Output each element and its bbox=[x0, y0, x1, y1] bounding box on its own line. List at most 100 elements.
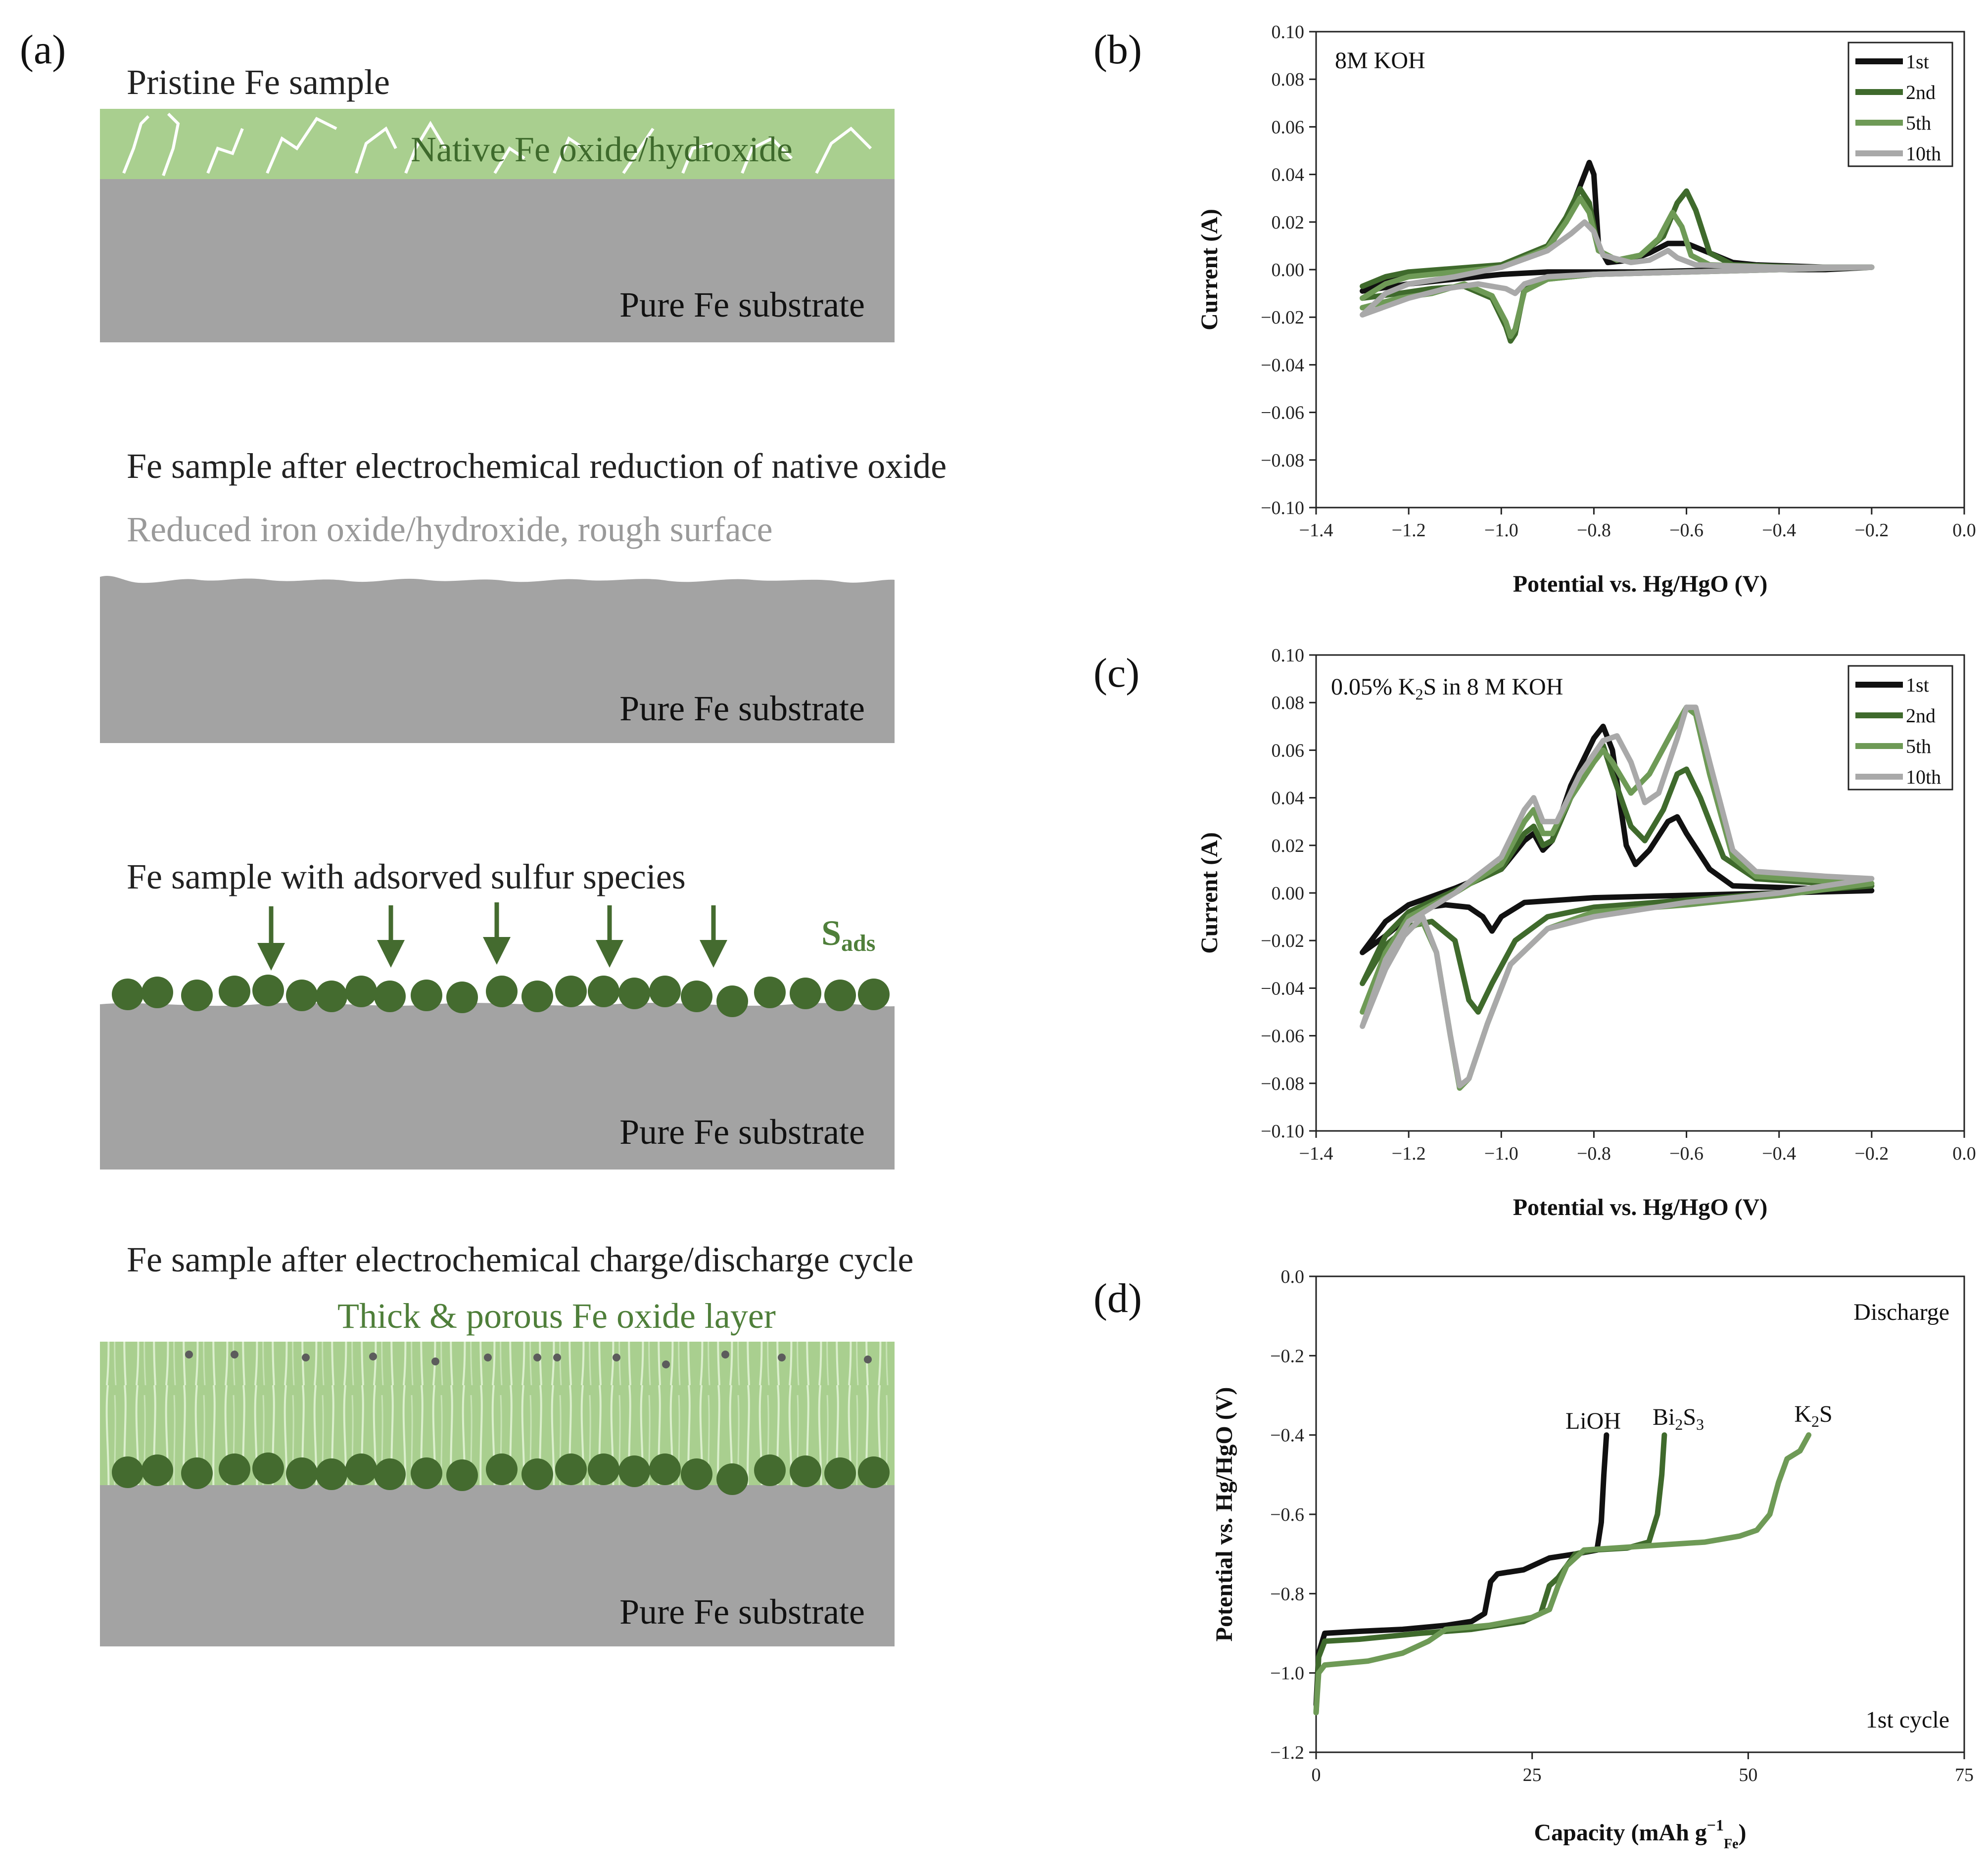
y-tick-label: 0.04 bbox=[1272, 165, 1305, 186]
x-tick-label: 50 bbox=[1739, 1765, 1757, 1785]
chart-b-ticks: −1.4 −1.2 −1.0 −0.8 −0.6 −0.4 −0.2 0.0 0.10 0.08 0… bbox=[1261, 22, 1976, 541]
sulfur-sphere bbox=[286, 1457, 318, 1489]
sulfur-sphere bbox=[181, 1457, 213, 1489]
sulfur-sphere bbox=[681, 981, 712, 1012]
y-tick-label: 0.06 bbox=[1272, 740, 1305, 761]
legend-label-1st: 1st bbox=[1906, 50, 1929, 73]
stage-3-substrate bbox=[100, 1003, 895, 1170]
chart-d-annotation-cycle: 1st cycle bbox=[1866, 1707, 1949, 1733]
sulfur-sphere bbox=[618, 978, 650, 1009]
y-tick-label: −0.10 bbox=[1261, 1121, 1304, 1142]
sulfur-sphere bbox=[142, 977, 173, 1008]
sulfur-sphere bbox=[219, 976, 250, 1007]
y-tick-label: 0.00 bbox=[1272, 260, 1305, 281]
chart-b-xlabel: Potential vs. Hg/HgO (V) bbox=[1513, 571, 1768, 597]
chart-c-series bbox=[1360, 704, 1875, 1091]
y-tick-label: −0.04 bbox=[1261, 355, 1304, 375]
x-tick-label: 0 bbox=[1312, 1765, 1321, 1785]
chart-d-series bbox=[1313, 1432, 1812, 1716]
chart-b-legend: 1st 2nd 5th 10th bbox=[1847, 42, 1953, 167]
y-tick-label: −1.0 bbox=[1270, 1663, 1304, 1684]
chart-d-xlabel: Capacity (mAh g−1Fe) bbox=[1534, 1816, 1746, 1852]
sulfur-sphere bbox=[345, 1453, 377, 1485]
x-tick-label: −1.4 bbox=[1299, 1143, 1333, 1164]
y-tick-label: −0.08 bbox=[1261, 450, 1304, 471]
stage-1-crack-lines bbox=[122, 112, 872, 177]
sulfur-sphere bbox=[486, 976, 518, 1007]
stage-4-caption: Fe sample after electrochemical charge/d… bbox=[127, 1240, 914, 1279]
legend-label-1st: 1st bbox=[1906, 674, 1929, 696]
sulfur-sphere bbox=[112, 979, 143, 1010]
stage-4-layer-label: Thick & porous Fe oxide layer bbox=[337, 1296, 776, 1336]
sulfur-sphere bbox=[649, 976, 681, 1007]
chart-c-ylabel: Current (A) bbox=[1196, 832, 1223, 954]
sulfur-sphere bbox=[716, 985, 748, 1017]
y-tick-label: −1.2 bbox=[1270, 1742, 1304, 1763]
x-tick-label: 0.0 bbox=[1952, 520, 1976, 541]
y-tick-label: −0.8 bbox=[1270, 1584, 1304, 1604]
legend-label-5th: 5th bbox=[1906, 112, 1931, 134]
sulfur-sphere bbox=[681, 1458, 712, 1490]
stage-4-pore-dots bbox=[185, 1351, 872, 1368]
stage-3-adsorption-arrows bbox=[257, 902, 727, 971]
y-tick-label: 0.02 bbox=[1272, 836, 1305, 856]
series-line-10th bbox=[1360, 704, 1875, 1089]
x-tick-label: −0.8 bbox=[1577, 520, 1611, 541]
panel-d-label: (d) bbox=[1093, 1275, 1142, 1321]
sulfur-sphere bbox=[521, 981, 553, 1012]
stage-2-substrate-label: Pure Fe substrate bbox=[619, 689, 865, 728]
chart-b-ylabel: Current (A) bbox=[1196, 209, 1223, 330]
sulfur-sphere bbox=[824, 1457, 856, 1489]
stage-4-sulfur-spheres bbox=[112, 1452, 890, 1495]
y-tick-label: −0.04 bbox=[1261, 978, 1304, 999]
panel-b-label: (b) bbox=[1093, 27, 1142, 73]
sulfur-sphere bbox=[588, 976, 619, 1007]
y-tick-label: −0.08 bbox=[1261, 1074, 1304, 1094]
y-tick-label: 0.04 bbox=[1272, 788, 1305, 809]
stage-4-substrate-label: Pure Fe substrate bbox=[619, 1592, 865, 1632]
legend-label-10th: 10th bbox=[1906, 766, 1941, 788]
x-tick-label: 75 bbox=[1955, 1765, 1974, 1785]
y-tick-label: −0.10 bbox=[1261, 498, 1304, 518]
stage-3-sulfur-spheres bbox=[112, 975, 890, 1017]
stage-2-rough-substrate bbox=[100, 575, 895, 743]
y-tick-label: 0.08 bbox=[1272, 69, 1305, 90]
y-tick-label: 0.10 bbox=[1272, 22, 1305, 43]
sulfur-sphere bbox=[486, 1453, 518, 1485]
sulfur-sphere bbox=[252, 975, 284, 1006]
sulfur-sphere bbox=[858, 979, 890, 1010]
sulfur-sphere bbox=[112, 1456, 143, 1488]
stage-3-caption: Fe sample with adsorved sulfur species bbox=[127, 857, 686, 896]
x-tick-label: −1.2 bbox=[1392, 1143, 1426, 1164]
y-tick-label: −0.06 bbox=[1261, 1026, 1304, 1047]
y-tick-label: 0.0 bbox=[1281, 1266, 1305, 1287]
sulfur-sphere bbox=[858, 1456, 890, 1488]
x-tick-label: −1.0 bbox=[1484, 1143, 1518, 1164]
arrow-down-icon bbox=[483, 902, 511, 965]
chart-c-xlabel: Potential vs. Hg/HgO (V) bbox=[1513, 1194, 1768, 1220]
legend-label-2nd: 2nd bbox=[1906, 704, 1936, 727]
x-tick-label: −0.6 bbox=[1669, 1143, 1704, 1164]
sulfur-sphere bbox=[181, 980, 213, 1011]
y-tick-label: −0.2 bbox=[1270, 1346, 1304, 1366]
panel-a-schematic: (a) Pristine Fe sample Native Fe oxide/h… bbox=[20, 27, 947, 1646]
y-tick-label: −0.4 bbox=[1270, 1425, 1304, 1446]
y-tick-label: 0.02 bbox=[1272, 212, 1305, 233]
arrow-down-icon bbox=[700, 905, 727, 968]
sulfur-sphere bbox=[252, 1452, 284, 1484]
sulfur-sphere bbox=[374, 981, 406, 1012]
x-tick-label: −0.4 bbox=[1762, 520, 1796, 541]
sulfur-sphere bbox=[754, 1454, 786, 1486]
series-line-k2s bbox=[1313, 1432, 1812, 1716]
stage-4-substrate bbox=[100, 1481, 895, 1646]
y-tick-label: −0.02 bbox=[1261, 307, 1304, 328]
series-label-bi2s3: Bi2S3 bbox=[1653, 1404, 1704, 1433]
y-tick-label: −0.6 bbox=[1270, 1504, 1304, 1525]
y-tick-label: 0.08 bbox=[1272, 693, 1305, 713]
stage-1-caption: Pristine Fe sample bbox=[127, 62, 390, 102]
sulfur-sphere bbox=[219, 1453, 250, 1485]
x-tick-label: −1.4 bbox=[1299, 520, 1333, 541]
stage-1-substrate-label: Pure Fe substrate bbox=[619, 285, 865, 325]
sulfur-sphere bbox=[446, 982, 478, 1013]
